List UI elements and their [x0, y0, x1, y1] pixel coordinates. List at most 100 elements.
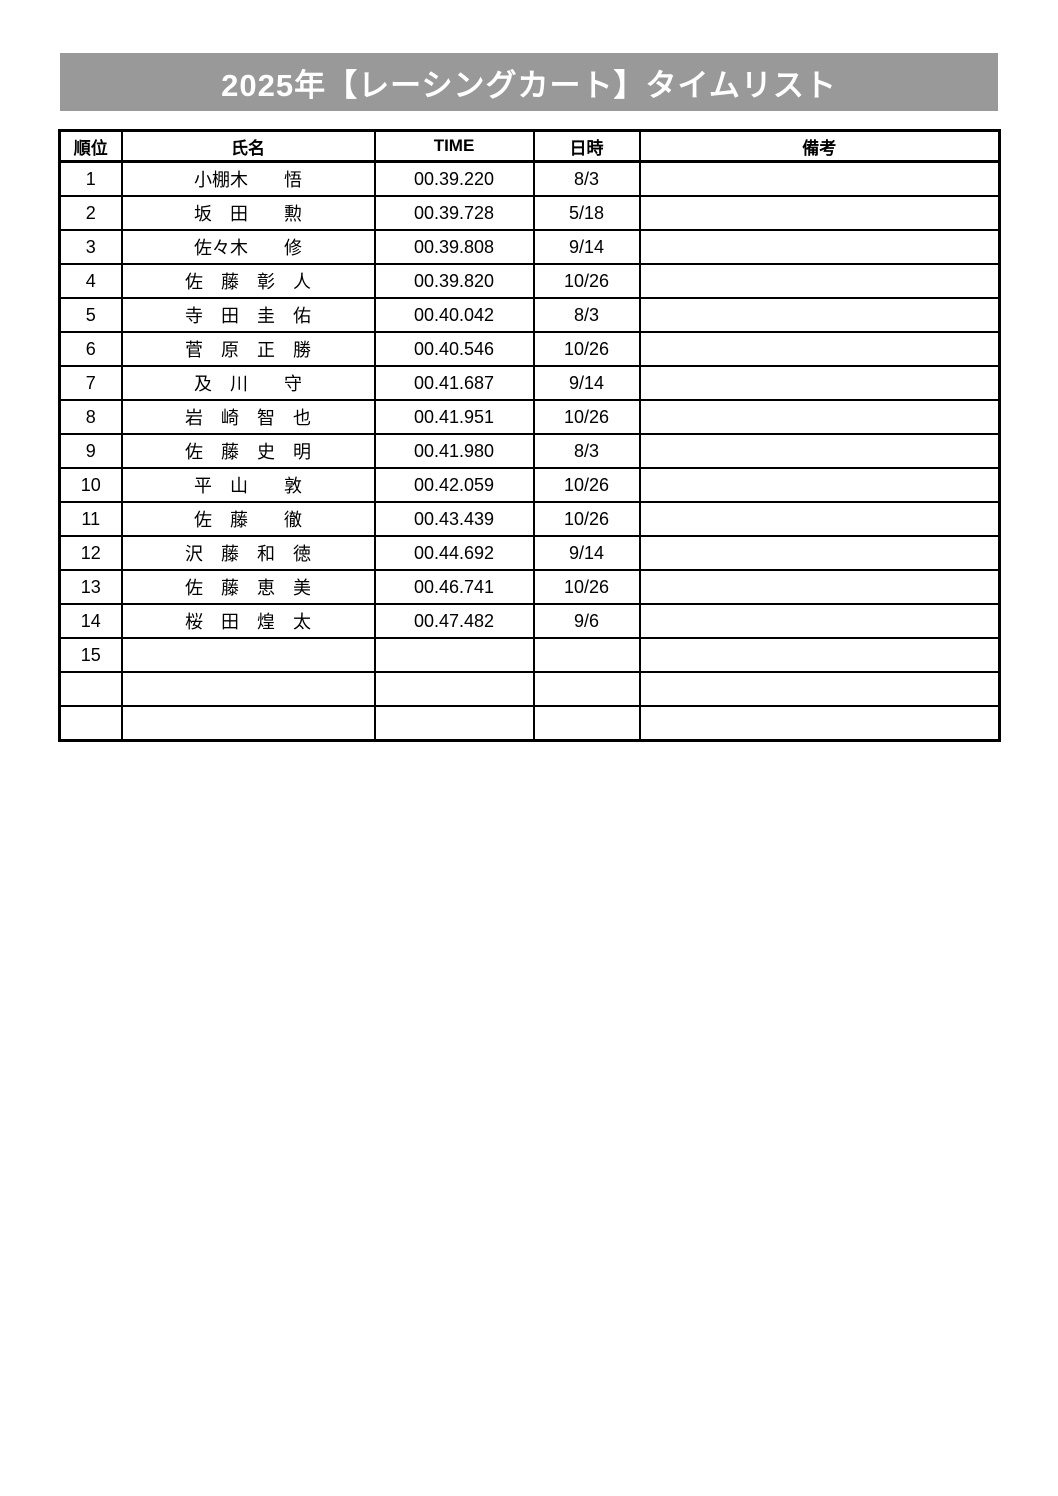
rank-cell	[58, 671, 123, 707]
rank-cell: 8	[58, 399, 123, 435]
rank-cell: 5	[58, 297, 123, 333]
note-cell	[638, 637, 1001, 673]
table-body: 1 小棚木 悟 00.39.220 8/3 2 坂 田 勲 00.39.728 …	[58, 160, 1001, 742]
name-cell: 佐 藤 史 明	[120, 433, 376, 469]
date-cell: 9/6	[532, 603, 641, 639]
name-cell: 桜 田 煌 太	[120, 603, 376, 639]
note-cell	[638, 195, 1001, 231]
date-cell	[532, 671, 641, 707]
table-row: 2 坂 田 勲 00.39.728 5/18	[58, 195, 1001, 231]
note-cell	[638, 297, 1001, 333]
date-cell: 9/14	[532, 365, 641, 401]
date-cell: 8/3	[532, 297, 641, 333]
table-row: 9 佐 藤 史 明 00.41.980 8/3	[58, 433, 1001, 469]
table-row: 1 小棚木 悟 00.39.220 8/3	[58, 160, 1001, 197]
table-row: 4 佐 藤 彰 人 00.39.820 10/26	[58, 263, 1001, 299]
date-cell: 10/26	[532, 467, 641, 503]
time-cell	[373, 637, 535, 673]
name-cell: 沢 藤 和 徳	[120, 535, 376, 571]
table-row: 6 菅 原 正 勝 00.40.546 10/26	[58, 331, 1001, 367]
date-cell: 10/26	[532, 263, 641, 299]
table-row: 8 岩 崎 智 也 00.41.951 10/26	[58, 399, 1001, 435]
name-cell: 佐 藤 彰 人	[120, 263, 376, 299]
note-cell	[638, 705, 1001, 742]
time-cell: 00.42.059	[373, 467, 535, 503]
date-cell: 10/26	[532, 331, 641, 367]
table-row: 3 佐々木 修 00.39.808 9/14	[58, 229, 1001, 265]
time-cell: 00.44.692	[373, 535, 535, 571]
table-row: 12 沢 藤 和 徳 00.44.692 9/14	[58, 535, 1001, 571]
date-cell: 8/3	[532, 433, 641, 469]
name-cell	[120, 705, 376, 742]
rank-cell: 10	[58, 467, 123, 503]
name-cell	[120, 671, 376, 707]
time-list-table: 順位 氏名 TIME 日時 備考 1 小棚木 悟 00.39.220 8/3 2…	[58, 129, 1001, 742]
rank-cell: 2	[58, 195, 123, 231]
time-cell: 00.46.741	[373, 569, 535, 605]
note-cell	[638, 467, 1001, 503]
table-row: 5 寺 田 圭 佑 00.40.042 8/3	[58, 297, 1001, 333]
rank-cell: 13	[58, 569, 123, 605]
date-cell: 9/14	[532, 229, 641, 265]
date-cell	[532, 637, 641, 673]
name-cell: 及 川 守	[120, 365, 376, 401]
note-cell	[638, 569, 1001, 605]
note-cell	[638, 671, 1001, 707]
name-cell: 佐 藤 恵 美	[120, 569, 376, 605]
title-banner: 2025年【レーシングカート】タイムリスト	[60, 53, 998, 111]
time-cell: 00.39.728	[373, 195, 535, 231]
name-cell: 菅 原 正 勝	[120, 331, 376, 367]
note-cell	[638, 399, 1001, 435]
time-cell: 00.40.042	[373, 297, 535, 333]
note-cell	[638, 365, 1001, 401]
column-header-name: 氏名	[120, 129, 376, 163]
date-cell: 10/26	[532, 501, 641, 537]
column-header-rank: 順位	[58, 129, 123, 163]
note-cell	[638, 535, 1001, 571]
time-cell	[373, 671, 535, 707]
time-cell: 00.41.687	[373, 365, 535, 401]
rank-cell: 4	[58, 263, 123, 299]
rank-cell: 9	[58, 433, 123, 469]
note-cell	[638, 501, 1001, 537]
column-header-note: 備考	[638, 129, 1001, 163]
date-cell: 9/14	[532, 535, 641, 571]
date-cell: 10/26	[532, 569, 641, 605]
rank-cell: 1	[58, 160, 123, 197]
rank-cell: 11	[58, 501, 123, 537]
note-cell	[638, 229, 1001, 265]
time-cell	[373, 705, 535, 742]
note-cell	[638, 263, 1001, 299]
table-row: 15	[58, 637, 1001, 673]
table-row	[58, 671, 1001, 707]
time-cell: 00.39.220	[373, 160, 535, 197]
note-cell	[638, 603, 1001, 639]
name-cell: 寺 田 圭 佑	[120, 297, 376, 333]
date-cell	[532, 705, 641, 742]
table-row: 11 佐 藤 徹 00.43.439 10/26	[58, 501, 1001, 537]
rank-cell: 6	[58, 331, 123, 367]
table-row: 14 桜 田 煌 太 00.47.482 9/6	[58, 603, 1001, 639]
time-cell: 00.40.546	[373, 331, 535, 367]
time-cell: 00.41.980	[373, 433, 535, 469]
page-title: 2025年【レーシングカート】タイムリスト	[221, 67, 837, 103]
name-cell: 小棚木 悟	[120, 160, 376, 197]
rank-cell: 7	[58, 365, 123, 401]
time-cell: 00.39.820	[373, 263, 535, 299]
name-cell: 坂 田 勲	[120, 195, 376, 231]
rank-cell: 15	[58, 637, 123, 673]
header-row: 順位 氏名 TIME 日時 備考	[58, 129, 1001, 163]
date-cell: 10/26	[532, 399, 641, 435]
rank-cell: 3	[58, 229, 123, 265]
note-cell	[638, 331, 1001, 367]
name-cell	[120, 637, 376, 673]
note-cell	[638, 433, 1001, 469]
table-row	[58, 705, 1001, 742]
rank-cell: 14	[58, 603, 123, 639]
table-row: 7 及 川 守 00.41.687 9/14	[58, 365, 1001, 401]
time-cell: 00.43.439	[373, 501, 535, 537]
column-header-date: 日時	[532, 129, 641, 163]
table-row: 13 佐 藤 恵 美 00.46.741 10/26	[58, 569, 1001, 605]
table-row: 10 平 山 敦 00.42.059 10/26	[58, 467, 1001, 503]
